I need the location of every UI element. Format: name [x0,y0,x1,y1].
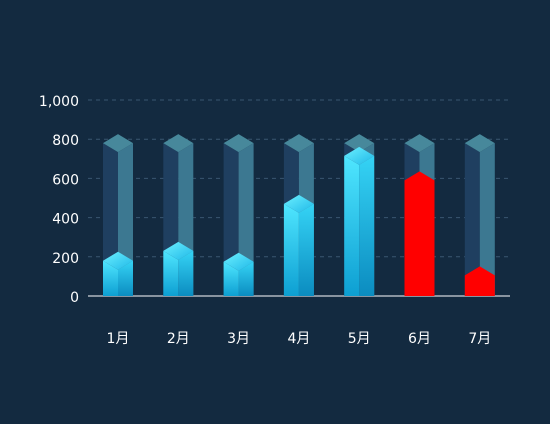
x-tick-label: 4月 [287,331,310,347]
x-tick-label: 7月 [468,331,491,347]
bar-group [283,134,314,296]
value-bar-left [344,155,360,296]
x-tick-label: 5月 [348,331,371,347]
capacity-bar-cap [103,134,133,153]
value-bar-right [238,261,254,296]
y-tick-label: 200 [52,251,79,267]
capacity-bar-left [464,143,480,296]
capacity-bar-cap [344,134,375,153]
value-bar-alert [464,266,495,296]
bar-group [223,134,254,296]
value-bar-right [178,250,194,296]
x-tick-label: 6月 [408,331,431,347]
bar-group [103,134,133,296]
bars-layer [103,134,495,296]
value-bar-left [163,250,179,296]
value-bar-left [223,261,239,296]
x-tick-label: 3月 [227,331,250,347]
value-bar-alert [404,171,435,296]
value-bar-cap [163,241,194,260]
value-bar-cap [283,194,314,213]
bar-group [404,134,435,296]
value-bar-cap [344,146,375,165]
bar-group [464,134,495,296]
y-tick-label: 1,000 [39,94,79,110]
x-tick-label: 2月 [167,331,190,347]
capacity-bar-right [479,143,495,296]
value-bar-left [103,260,118,296]
y-tick-label: 600 [52,172,79,188]
axis-layer: 0 200 400 600 800 1,000 [39,94,510,306]
capacity-bar-cap [163,134,194,153]
x-tick-label: 1月 [107,331,130,347]
x-axis-labels: 1月 2月 3月 4月 5月 6月 7月 [107,331,492,347]
capacity-bar-cap [404,134,435,153]
value-bar-cap [223,252,254,271]
value-bar-right [298,203,314,296]
capacity-bar-cap [223,134,254,153]
y-tick-label: 800 [52,133,79,149]
value-bar-cap [103,251,133,270]
capacity-bar-cap [283,134,314,153]
value-bar-right [359,155,375,296]
bar-group [163,134,194,296]
value-bar-right [118,260,133,296]
bar-group [344,134,375,296]
value-bar-left [283,203,299,296]
y-tick-label: 0 [70,290,79,306]
capacity-bar-cap [464,134,495,153]
y-tick-label: 400 [52,212,79,228]
